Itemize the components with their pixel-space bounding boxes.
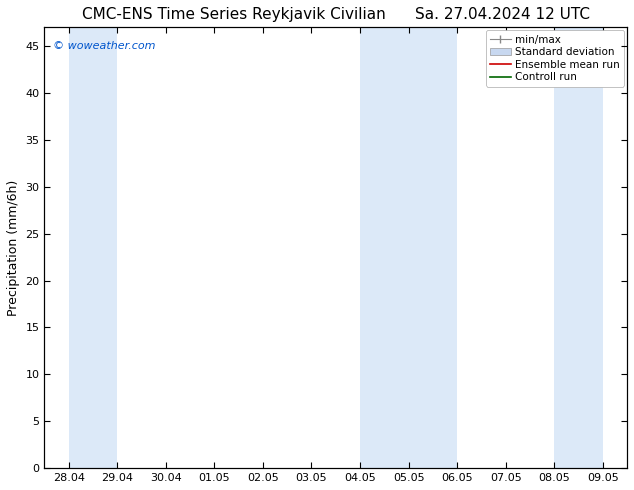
Bar (408, 27, 457, 468)
Title: CMC-ENS Time Series Reykjavik Civilian      Sa. 27.04.2024 12 UTC: CMC-ENS Time Series Reykjavik Civilian S… (82, 7, 590, 22)
Legend: min/max, Standard deviation, Ensemble mean run, Controll run: min/max, Standard deviation, Ensemble me… (486, 30, 624, 87)
Bar (68, 27, 117, 468)
Y-axis label: Precipitation (mm/6h): Precipitation (mm/6h) (7, 180, 20, 316)
Bar (554, 27, 603, 468)
Bar (360, 27, 408, 468)
Text: © woweather.com: © woweather.com (53, 41, 156, 50)
